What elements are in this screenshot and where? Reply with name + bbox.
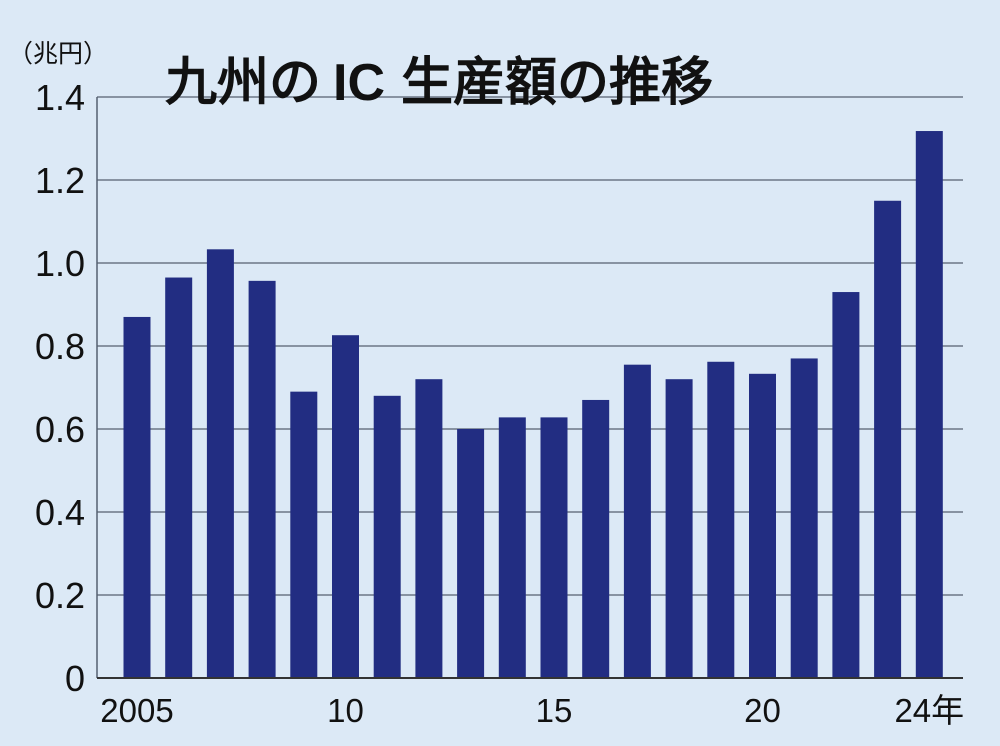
bar-2022 [832,292,860,678]
bar-2010 [332,335,359,678]
y-tick-label: 0.8 [35,326,85,367]
y-tick-labels: 0 0.2 0.4 0.6 0.8 1.0 1.2 1.4 [35,77,85,699]
bar-2014 [498,417,526,678]
gridlines [97,96,963,596]
y-axis-unit-label: （兆円） [8,39,108,68]
bar-2019 [707,361,735,678]
bar-2009 [290,391,318,678]
bar-2024 [915,131,943,678]
bar-2018 [665,379,693,678]
bar-2005 [123,316,151,678]
x-tick-label: 10 [327,692,364,729]
y-tick-label: 0.6 [35,409,85,450]
y-tick-label: 0.4 [35,492,85,533]
bar-2006 [165,277,193,678]
y-tick-label: 1.2 [35,160,85,201]
bar-2012 [415,379,443,678]
bar-2020 [749,373,776,678]
y-tick-label: 0.2 [35,575,85,616]
chart-title-part-3: 生産額の推移 [401,53,713,113]
y-tick-label: 1.4 [35,77,85,118]
bar-2017 [623,364,651,678]
bar-2021 [790,358,818,678]
bar-2013 [457,429,485,678]
x-tick-label: 20 [744,692,781,729]
chart-title-part-1: 九州の [165,53,321,113]
bar-2023 [874,200,902,678]
bar-2016 [582,399,610,678]
bars [123,131,943,678]
x-tick-label: 15 [536,692,573,729]
y-tick-label: 0 [65,658,85,699]
bar-2015 [540,417,568,678]
y-tick-label: 1.0 [35,243,85,284]
bar-2007 [206,249,234,678]
x-tick-label: 2005 [100,692,173,729]
x-tick-labels: 2005 10 15 20 24年 [100,692,964,729]
x-tick-label: 24年 [894,692,964,729]
bar-2011 [373,395,401,678]
chart-title: 九州の IC 生産額の推移 [165,53,713,113]
bar-2008 [248,280,276,678]
chart-title-part-2: IC [333,54,385,112]
